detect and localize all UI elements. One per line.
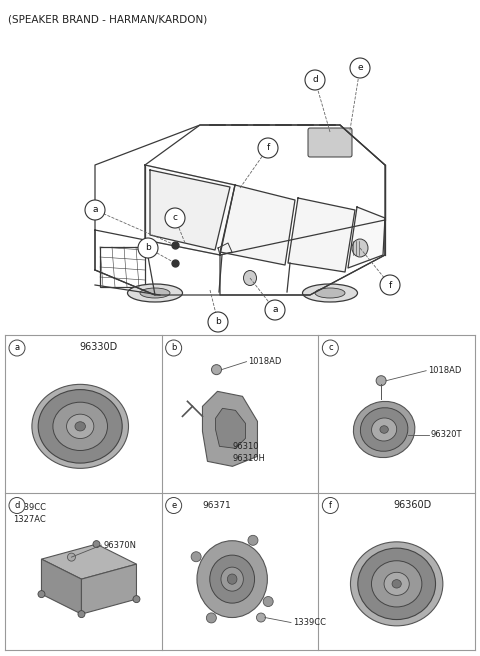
Text: a: a [272, 306, 278, 314]
Text: 96310: 96310 [232, 442, 259, 451]
Polygon shape [216, 408, 245, 448]
Text: 96371: 96371 [202, 501, 231, 510]
Ellipse shape [315, 288, 345, 298]
Circle shape [138, 238, 158, 258]
Text: 1018AD: 1018AD [249, 357, 282, 366]
Ellipse shape [372, 561, 422, 607]
Text: b: b [145, 243, 151, 253]
Circle shape [350, 58, 370, 78]
Circle shape [208, 312, 228, 332]
Circle shape [133, 596, 140, 603]
Ellipse shape [350, 542, 443, 626]
Text: a: a [92, 205, 98, 215]
Circle shape [9, 497, 25, 514]
Ellipse shape [358, 548, 435, 619]
Polygon shape [203, 392, 257, 466]
Ellipse shape [380, 426, 388, 433]
Ellipse shape [197, 541, 267, 617]
Text: a: a [14, 344, 20, 352]
Text: c: c [172, 213, 178, 222]
Circle shape [376, 376, 386, 386]
Circle shape [166, 340, 181, 356]
Circle shape [265, 300, 285, 320]
Circle shape [78, 611, 85, 618]
Text: 96360D: 96360D [393, 499, 432, 510]
Ellipse shape [221, 567, 243, 591]
Ellipse shape [38, 390, 122, 463]
Ellipse shape [67, 414, 94, 438]
Ellipse shape [75, 422, 85, 431]
Text: b: b [171, 344, 176, 352]
Ellipse shape [263, 596, 273, 607]
Polygon shape [41, 559, 82, 614]
Circle shape [165, 208, 185, 228]
Text: 1339CC: 1339CC [293, 618, 326, 627]
Text: f: f [266, 144, 270, 152]
Ellipse shape [228, 574, 237, 584]
Polygon shape [150, 170, 230, 250]
Text: 96330D: 96330D [80, 342, 118, 352]
Polygon shape [348, 207, 385, 268]
Text: (SPEAKER BRAND - HARMAN/KARDON): (SPEAKER BRAND - HARMAN/KARDON) [8, 14, 207, 24]
Circle shape [166, 497, 181, 514]
Ellipse shape [352, 239, 368, 257]
Circle shape [323, 497, 338, 514]
Text: 96320T: 96320T [431, 430, 462, 439]
Text: b: b [215, 318, 221, 327]
Circle shape [305, 70, 325, 90]
Circle shape [9, 340, 25, 356]
Polygon shape [145, 165, 235, 255]
Circle shape [93, 541, 100, 548]
Polygon shape [288, 198, 355, 272]
Circle shape [323, 340, 338, 356]
Ellipse shape [360, 408, 408, 451]
Ellipse shape [128, 284, 182, 302]
Text: f: f [329, 501, 332, 510]
Polygon shape [220, 185, 295, 265]
Text: 1339CC: 1339CC [13, 504, 46, 512]
Ellipse shape [191, 552, 201, 562]
Circle shape [38, 590, 45, 598]
Text: 1018AD: 1018AD [428, 366, 461, 375]
Circle shape [85, 200, 105, 220]
Text: e: e [357, 64, 363, 73]
Ellipse shape [248, 535, 258, 545]
Text: c: c [328, 344, 333, 352]
Text: 96370N: 96370N [104, 541, 136, 550]
Circle shape [212, 365, 221, 375]
Text: 1327AC: 1327AC [13, 516, 46, 525]
Text: d: d [312, 75, 318, 85]
Circle shape [258, 138, 278, 158]
Ellipse shape [243, 270, 256, 285]
Ellipse shape [32, 384, 129, 468]
Ellipse shape [53, 402, 108, 451]
Ellipse shape [384, 572, 409, 596]
Polygon shape [82, 564, 136, 614]
Text: e: e [171, 501, 176, 510]
Ellipse shape [140, 288, 170, 298]
Ellipse shape [206, 613, 216, 623]
Ellipse shape [302, 284, 358, 302]
Text: f: f [388, 281, 392, 289]
Text: 96310H: 96310H [232, 454, 265, 463]
Circle shape [256, 613, 265, 622]
Circle shape [380, 275, 400, 295]
Polygon shape [41, 544, 136, 579]
FancyBboxPatch shape [308, 128, 352, 157]
Ellipse shape [372, 418, 396, 441]
Ellipse shape [210, 555, 254, 603]
Text: d: d [14, 501, 20, 510]
Circle shape [68, 553, 75, 561]
Ellipse shape [353, 401, 415, 458]
Ellipse shape [392, 580, 401, 588]
